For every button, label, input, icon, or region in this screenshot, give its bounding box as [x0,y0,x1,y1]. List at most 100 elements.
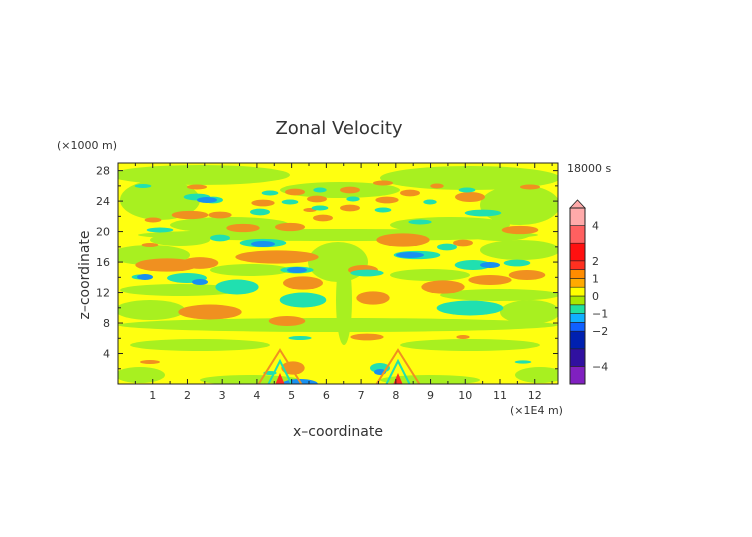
negative-weak-region [120,180,200,220]
x-tick-label: 11 [493,389,507,402]
positive-region [181,257,219,269]
colorbar-band [569,286,586,297]
negative-weak-region [118,300,185,320]
positive-region [376,233,430,247]
y-tick-label: 8 [103,317,110,330]
negative-weak-region [515,367,558,383]
positive-region [283,276,323,290]
wave-pattern [375,348,421,384]
positive-region [208,211,232,219]
negative-weak-region [118,367,165,383]
x-tick-label: 10 [458,389,472,402]
colorbar-band [569,313,586,323]
negative-weak-region [138,229,538,241]
colorbar-extend-triangle [569,199,586,209]
negative-region [146,227,174,233]
x-axis-label: x–coordinate [293,424,383,440]
colorbar-band [569,207,586,226]
negative-region [437,243,457,251]
positive-region [226,223,260,233]
negative-weak-region [480,240,558,260]
positive-region [340,204,360,212]
strong-negative-region [251,241,275,247]
positive-region [375,196,399,204]
y-tick-label: 20 [96,226,110,239]
positive-region [140,360,160,364]
positive-region [251,199,275,207]
y-tick-label: 12 [96,287,110,300]
x-tick-label: 12 [528,389,542,402]
negative-weak-region [336,255,352,345]
positive-region [400,189,420,197]
negative-region [503,259,531,267]
strong-negative-region [197,197,217,203]
positive-region [313,214,333,222]
negative-region [408,219,432,225]
negative-weak-region [380,166,558,190]
positive-region [235,250,319,264]
positive-region [430,183,444,189]
y-units-label: (×1000 m) [57,139,117,152]
y-tick-label: 16 [96,256,110,269]
time-label: 18000 s [567,162,611,175]
colorbar-frame [569,207,586,385]
negative-region [261,190,279,196]
x-units-label: (×1E4 m) [510,404,563,417]
contour-field [118,163,558,384]
x-tick-label: 8 [392,389,399,402]
colorbar-band [569,260,586,270]
positive-region [187,184,207,190]
colorbar-band [569,295,586,306]
colorbar-band [569,269,586,279]
x-tick-label: 5 [288,389,295,402]
positive-region [171,210,209,220]
x-tick-label: 7 [358,389,365,402]
colorbar-band [569,348,586,367]
negative-region [464,209,502,217]
y-tick-label: 28 [96,165,110,178]
negative-region [350,269,384,277]
colorbar-label: 0 [592,290,599,303]
negative-weak-region [120,284,240,296]
y-tick-label: 4 [103,348,110,361]
positive-region [453,239,473,247]
x-tick-label: 6 [323,389,330,402]
negative-weak-region [130,339,270,351]
negative-region [423,199,437,205]
x-tick-label: 4 [253,389,260,402]
wave-pattern [257,348,303,384]
positive-region [275,222,305,232]
negative-weak-region [400,339,540,351]
positive-region [141,243,159,247]
positive-region [340,186,360,194]
negative-region [374,207,392,213]
strong-negative-region [480,262,500,268]
negative-weak-region [200,375,300,384]
strong-negative-region [396,252,424,258]
negative-weak-region [150,234,210,246]
x-tick-label: 3 [219,389,226,402]
negative-weak-region [170,217,290,233]
positive-region [350,333,384,341]
negative-region [281,199,299,205]
negative-weak-region [390,269,470,281]
negative-weak-region [118,165,290,185]
negative-weak-region [500,300,558,324]
chart-title: Zonal Velocity [275,118,402,139]
x-tick-label: 1 [149,389,156,402]
positive-region [501,225,539,235]
negative-region [313,187,327,193]
positive-region [307,195,327,203]
negative-region [215,279,259,295]
strong-negative-region [287,267,307,273]
negative-weak-region [480,185,558,225]
colorbar-label: 1 [592,272,599,285]
negative-region [279,292,327,308]
colorbar-band [569,242,586,262]
negative-region [288,336,312,340]
y-axis-label: z–coordinate [77,230,93,319]
colorbar-label: 4 [592,220,599,233]
positive-region [421,280,465,294]
positive-region [285,188,305,196]
